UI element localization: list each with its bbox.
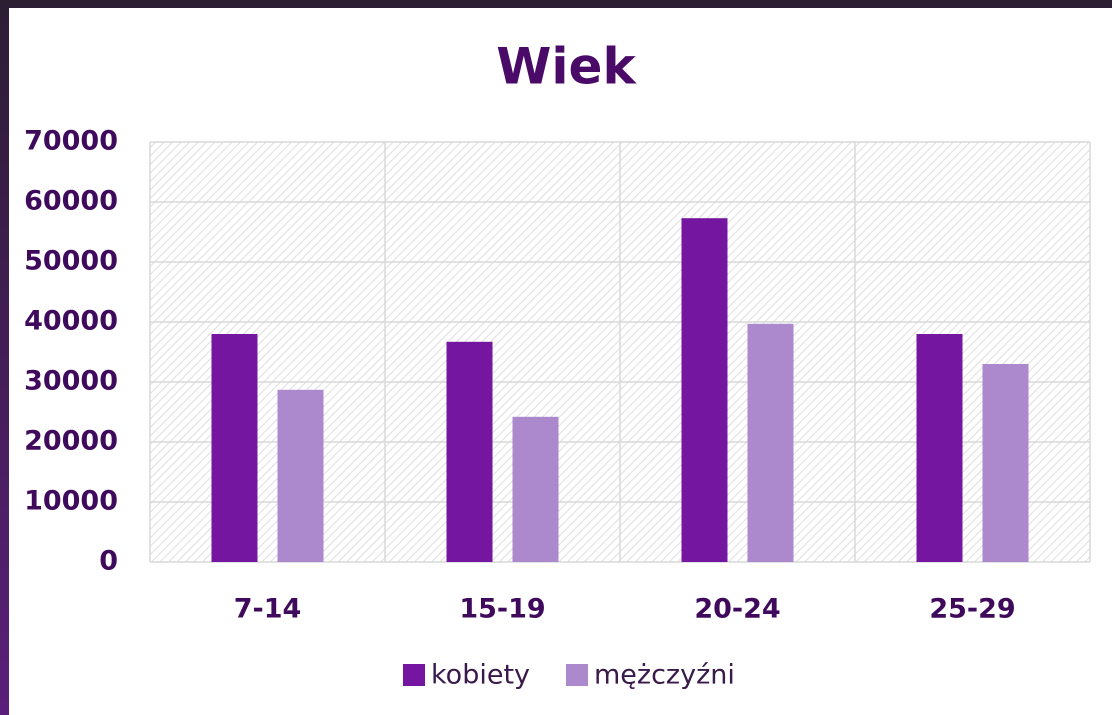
bar bbox=[211, 334, 258, 562]
x-tick-label: 20-24 bbox=[694, 594, 780, 625]
y-tick-label: 20000 bbox=[24, 426, 118, 457]
legend-swatch bbox=[566, 664, 588, 686]
legend-label: kobiety bbox=[431, 660, 530, 691]
bar bbox=[982, 364, 1029, 562]
x-tick-label: 15-19 bbox=[459, 594, 545, 625]
y-tick-label: 50000 bbox=[24, 246, 118, 277]
bar bbox=[681, 218, 728, 562]
y-tick-label: 10000 bbox=[24, 486, 118, 517]
bar bbox=[747, 323, 794, 562]
chart-title: Wiek bbox=[496, 38, 637, 96]
y-tick-label: 0 bbox=[99, 546, 118, 577]
bar bbox=[446, 341, 493, 562]
bar bbox=[916, 334, 963, 562]
y-tick-label: 60000 bbox=[24, 186, 118, 217]
legend-label: mężczyźni bbox=[594, 660, 735, 691]
bar bbox=[512, 416, 559, 562]
legend-swatch bbox=[403, 664, 425, 686]
y-tick-label: 40000 bbox=[24, 306, 118, 337]
y-tick-label: 30000 bbox=[24, 366, 118, 397]
bar bbox=[277, 389, 324, 562]
x-tick-label: 7-14 bbox=[234, 594, 302, 625]
y-tick-label: 70000 bbox=[24, 126, 118, 157]
x-tick-label: 25-29 bbox=[929, 594, 1015, 625]
